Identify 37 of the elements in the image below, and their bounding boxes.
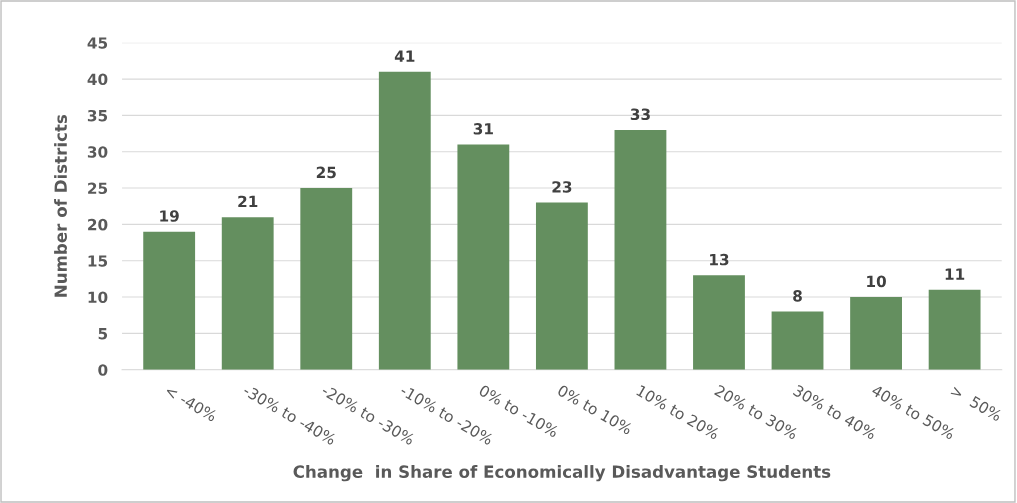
y-tick-label: 25 — [88, 182, 108, 195]
data-label: 13 — [710, 253, 729, 266]
bar — [457, 144, 510, 370]
bar — [693, 275, 745, 370]
y-tick-label: 45 — [87, 37, 108, 49]
y-tick-label: 40 — [87, 73, 108, 86]
bar — [614, 129, 667, 370]
bar — [850, 297, 902, 370]
bar — [221, 217, 274, 370]
y-tick-label: 30 — [87, 146, 108, 158]
data-label: 23 — [552, 181, 572, 193]
y-tick-label: 20 — [88, 218, 108, 231]
data-label: 8 — [793, 290, 802, 302]
y-tick-label: 5 — [98, 328, 108, 340]
bar — [300, 188, 353, 370]
data-label: 41 — [394, 50, 415, 62]
x-tick-label: < -40% — [164, 384, 218, 422]
bar — [378, 71, 431, 370]
data-label: 31 — [473, 123, 493, 135]
bar — [143, 231, 196, 370]
y-tick-label: 10 — [88, 291, 108, 304]
x-axis-title: Change in Share of Economically Disadvantage Students — [293, 465, 831, 482]
y-tick-label: 15 — [88, 255, 108, 267]
x-tick-label: 0% to 10% — [556, 384, 634, 436]
bar — [928, 289, 981, 370]
bar — [535, 202, 588, 370]
y-tick-label: 35 — [87, 109, 108, 122]
y-tick-label: 0 — [98, 364, 108, 376]
data-label: 10 — [867, 275, 886, 288]
y-axis-title: Number of Districts — [54, 114, 67, 297]
data-label: 21 — [238, 195, 258, 208]
data-label: 33 — [630, 108, 650, 121]
data-label: 25 — [316, 166, 336, 179]
data-label: 11 — [945, 268, 965, 280]
bar — [771, 311, 824, 370]
data-label: 19 — [160, 210, 179, 222]
x-tick-label: > 50% — [950, 384, 1003, 422]
